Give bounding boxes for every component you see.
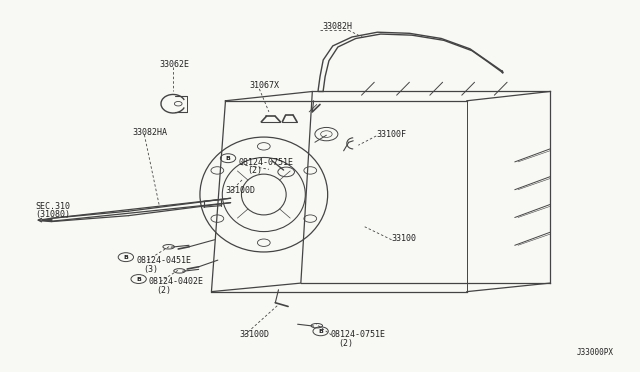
Text: 33100D: 33100D (239, 330, 269, 339)
Text: (2): (2) (157, 286, 172, 295)
Text: SEC.310: SEC.310 (35, 202, 70, 211)
Text: B: B (318, 329, 323, 334)
Text: B: B (124, 255, 128, 260)
Text: 08124-0451E: 08124-0451E (136, 256, 191, 265)
Text: 33100D: 33100D (225, 186, 255, 195)
Polygon shape (42, 218, 52, 222)
Text: 31067X: 31067X (250, 81, 280, 90)
Text: (2): (2) (247, 166, 262, 175)
Text: B: B (136, 276, 141, 282)
Text: (2): (2) (339, 339, 353, 348)
Text: (31080): (31080) (35, 211, 70, 219)
Text: 33082HA: 33082HA (132, 128, 167, 137)
Text: B: B (226, 156, 230, 161)
Text: 33100F: 33100F (376, 130, 406, 140)
Text: (3): (3) (144, 264, 159, 273)
Text: 08124-0402E: 08124-0402E (149, 278, 204, 286)
Text: J33000PX: J33000PX (577, 348, 614, 357)
Text: 33100: 33100 (392, 234, 417, 243)
Text: 33062E: 33062E (159, 60, 189, 69)
Text: 08124-0751E: 08124-0751E (239, 158, 294, 167)
Text: 33082H: 33082H (323, 22, 353, 31)
Text: 08124-0751E: 08124-0751E (330, 330, 385, 339)
